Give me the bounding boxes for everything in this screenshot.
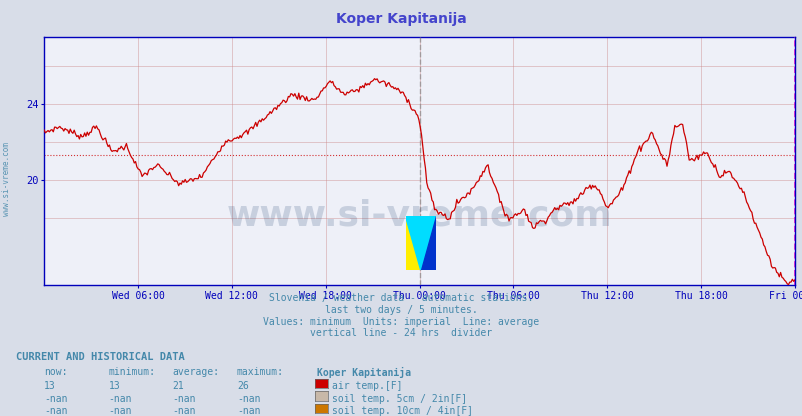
Text: -nan: -nan bbox=[237, 406, 260, 416]
Text: -nan: -nan bbox=[172, 394, 196, 404]
Text: maximum:: maximum: bbox=[237, 367, 284, 377]
Text: now:: now: bbox=[44, 367, 67, 377]
Text: minimum:: minimum: bbox=[108, 367, 156, 377]
Text: www.si-vreme.com: www.si-vreme.com bbox=[2, 142, 11, 216]
Text: Koper Kapitanija: Koper Kapitanija bbox=[336, 12, 466, 26]
Text: 21: 21 bbox=[172, 381, 184, 391]
Text: www.si-vreme.com: www.si-vreme.com bbox=[226, 199, 612, 233]
Text: -nan: -nan bbox=[237, 394, 260, 404]
Polygon shape bbox=[420, 216, 435, 270]
Text: -nan: -nan bbox=[108, 406, 132, 416]
Text: Slovenia / weather data - automatic stations.: Slovenia / weather data - automatic stat… bbox=[269, 293, 533, 303]
Text: CURRENT AND HISTORICAL DATA: CURRENT AND HISTORICAL DATA bbox=[16, 352, 184, 362]
Text: 26: 26 bbox=[237, 381, 249, 391]
Text: -nan: -nan bbox=[44, 406, 67, 416]
Text: vertical line - 24 hrs  divider: vertical line - 24 hrs divider bbox=[310, 328, 492, 338]
Text: Values: minimum  Units: imperial  Line: average: Values: minimum Units: imperial Line: av… bbox=[263, 317, 539, 327]
Text: soil temp. 5cm / 2in[F]: soil temp. 5cm / 2in[F] bbox=[331, 394, 466, 404]
Text: soil temp. 10cm / 4in[F]: soil temp. 10cm / 4in[F] bbox=[331, 406, 472, 416]
Text: average:: average: bbox=[172, 367, 220, 377]
Text: -nan: -nan bbox=[44, 394, 67, 404]
Text: Koper Kapitanija: Koper Kapitanija bbox=[317, 367, 411, 379]
Text: 13: 13 bbox=[44, 381, 56, 391]
Text: air temp.[F]: air temp.[F] bbox=[331, 381, 402, 391]
Text: -nan: -nan bbox=[172, 406, 196, 416]
Polygon shape bbox=[405, 216, 435, 270]
Text: 13: 13 bbox=[108, 381, 120, 391]
Text: last two days / 5 minutes.: last two days / 5 minutes. bbox=[325, 305, 477, 315]
Polygon shape bbox=[405, 216, 420, 270]
Text: -nan: -nan bbox=[108, 394, 132, 404]
